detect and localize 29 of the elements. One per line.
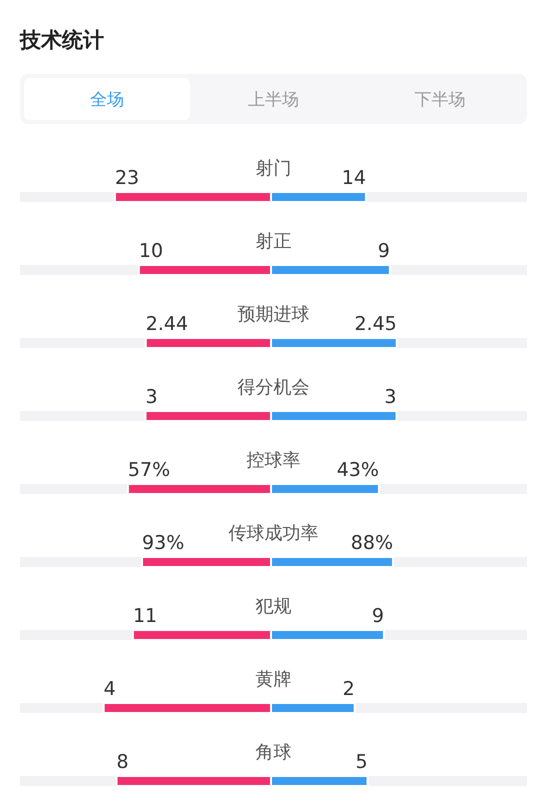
chart-title: 技术统计 — [20, 27, 105, 54]
data-label: 3 — [384, 386, 396, 408]
y-tick-label: 射正 — [256, 231, 292, 252]
y-tick-label: 控球率 — [246, 450, 300, 471]
y-tick-label: 预期进球 — [238, 304, 310, 325]
data-label: 57% — [128, 459, 170, 481]
data-label: 9 — [372, 605, 384, 627]
data-label: 8 — [116, 751, 129, 773]
y-tick-label: 角球 — [256, 742, 292, 763]
data-label: 93% — [142, 532, 184, 554]
data-label: 2.44 — [146, 313, 188, 335]
data-label: 14 — [342, 167, 366, 189]
y-tick-label: 黄牌 — [256, 669, 292, 690]
data-label: 43% — [336, 459, 379, 481]
data-label: 10 — [138, 240, 164, 262]
data-label: 2 — [342, 678, 355, 700]
data-label: 2.45 — [354, 313, 397, 335]
data-label: 88% — [350, 532, 394, 554]
data-label: 5 — [355, 751, 368, 773]
data-label: 23 — [114, 167, 140, 189]
data-label: 11 — [132, 605, 158, 627]
data-label: 4 — [104, 678, 116, 700]
data-label: 9 — [378, 240, 390, 262]
data-label: 3 — [146, 386, 158, 408]
y-tick-label: 射门 — [256, 158, 292, 179]
y-tick-label: 犯规 — [256, 596, 292, 617]
y-tick-label: 传球成功率 — [228, 523, 318, 544]
tab-control: 全场 上半场 下半场 — [20, 74, 527, 124]
y-tick-label: 得分机会 — [238, 377, 310, 398]
